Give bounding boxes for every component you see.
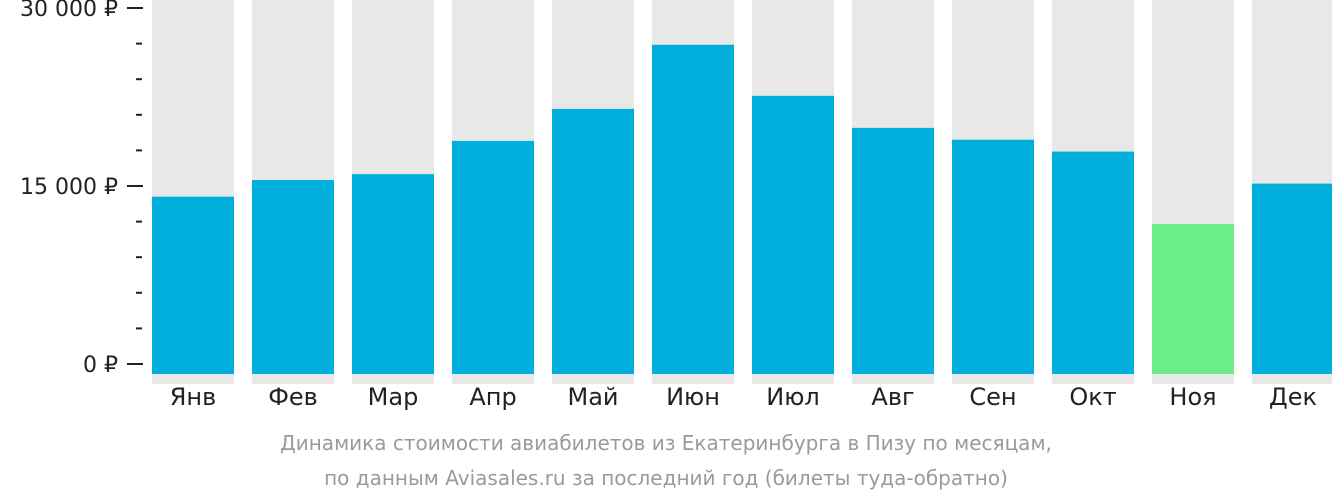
x-tick-label-4: Апр (469, 383, 516, 411)
bar-8 (852, 127, 934, 374)
bar-3 (352, 174, 434, 374)
bar-7 (752, 95, 834, 375)
x-tick-label-7: Июл (766, 383, 820, 411)
bar-12 (1252, 183, 1332, 374)
chart-caption-line-1: Динамика стоимости авиабилетов из Екатер… (280, 431, 1052, 455)
chart-caption-line-2: по данным Aviasales.ru за последний год … (324, 466, 1008, 490)
bar-4 (452, 140, 534, 374)
x-tick-label-5: Май (567, 383, 618, 411)
bar-9 (952, 139, 1034, 374)
y-tick-label-3: 30 000 ₽ (20, 0, 118, 22)
x-tick-label-12: Дек (1269, 383, 1317, 411)
bar-5 (552, 108, 634, 374)
x-tick-label-8: Авг (871, 383, 914, 411)
x-tick-label-1: Янв (170, 383, 217, 411)
x-tick-label-3: Мар (368, 383, 419, 411)
bar-2 (252, 180, 334, 374)
bar-6 (652, 44, 734, 374)
bar-11 (1152, 223, 1234, 374)
x-tick-label-9: Сен (969, 383, 1016, 411)
x-tick-label-11: Ноя (1169, 383, 1216, 411)
bar-chart: Янв Фев Мар Апр Май Июн Июл Авг Сен Окт Ноя Дек 0 ₽ 1… (20, 0, 1332, 411)
x-tick-label-6: Июн (666, 383, 720, 411)
x-tick-label-2: Фев (268, 383, 318, 411)
x-tick-label-10: Окт (1069, 383, 1116, 411)
bar-1 (152, 196, 234, 374)
bar-10 (1052, 151, 1134, 374)
y-tick-label-1: 0 ₽ (83, 353, 118, 378)
y-tick-label-2: 15 000 ₽ (20, 175, 118, 200)
